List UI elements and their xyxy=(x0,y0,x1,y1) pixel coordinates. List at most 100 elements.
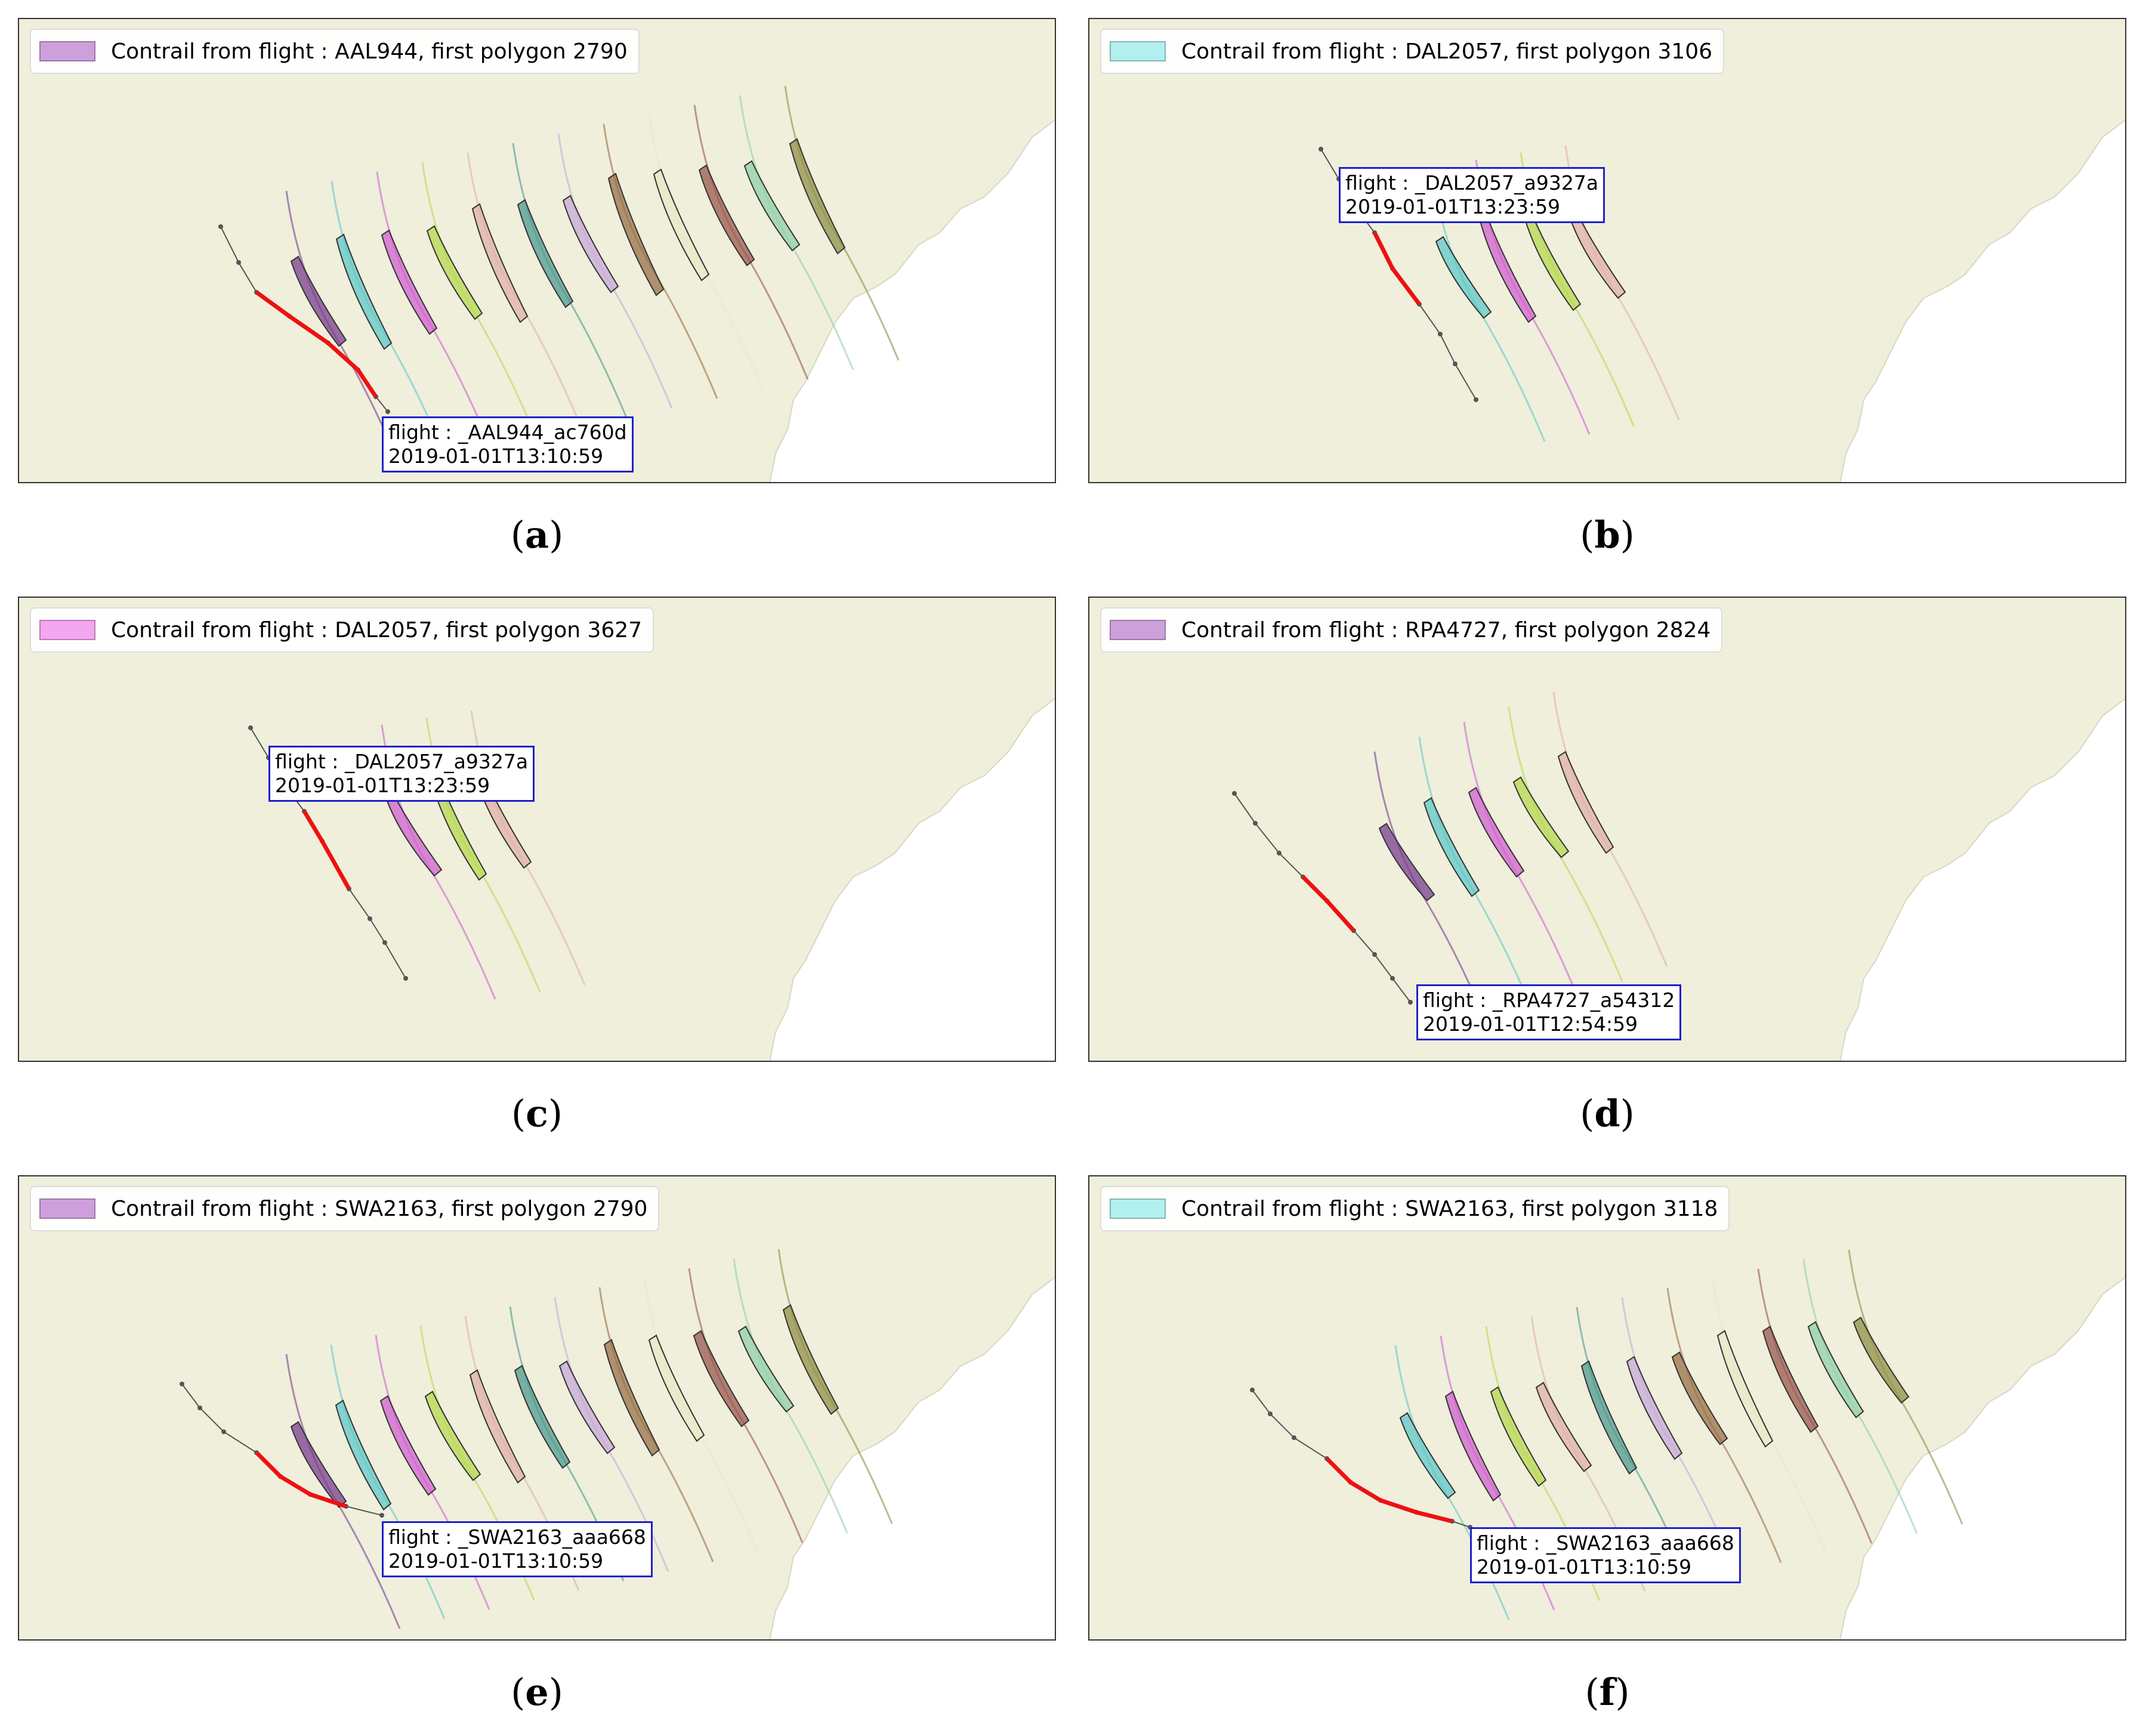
contrail-polygon xyxy=(743,160,801,252)
contrail-polygon xyxy=(653,168,710,282)
legend-label: Contrail from flight : AAL944, first pol… xyxy=(111,39,628,64)
contrail-polygon xyxy=(1807,1321,1864,1419)
track-point xyxy=(1408,1000,1413,1005)
flight-timestamp: 2019-01-01T12:54:59 xyxy=(1423,1012,1638,1036)
contrail-polygon xyxy=(1423,797,1480,897)
legend-swatch xyxy=(1110,620,1166,640)
contrail-polygon xyxy=(558,1360,616,1454)
contrail-polygon xyxy=(385,793,443,877)
flight-id: flight : _DAL2057_a9327a xyxy=(1345,171,1599,194)
flight-id: flight : _SWA2163_aaa668 xyxy=(388,1525,646,1549)
flight-segment xyxy=(1301,875,1355,932)
panel-frame xyxy=(18,18,1056,483)
legend: Contrail from flight : DAL2057, first po… xyxy=(30,607,654,653)
track-point xyxy=(1268,1411,1273,1416)
flight-label: flight : _DAL2057_a9327a 2019-01-01T13:23… xyxy=(268,746,535,802)
legend-swatch xyxy=(1110,1198,1166,1219)
caption-letter: d xyxy=(1594,1092,1620,1135)
contrail-polygon xyxy=(1399,1412,1456,1499)
legend-swatch xyxy=(1110,41,1166,61)
panel-frame xyxy=(1088,18,2126,483)
track-point xyxy=(403,976,408,981)
legend: Contrail from flight : RPA4727, first po… xyxy=(1100,607,1723,653)
contrail-polygon xyxy=(607,172,665,296)
legend: Contrail from flight : SWA2163, first po… xyxy=(30,1186,660,1231)
contrail-polygon xyxy=(424,1391,481,1481)
map-panel-b: Contrail from flight : DAL2057, first po… xyxy=(1088,18,2126,483)
legend-swatch xyxy=(39,1198,95,1219)
flight-label: flight : _SWA2163_aaa668 2019-01-01T13:10… xyxy=(382,1521,653,1577)
contrail-polygon xyxy=(1626,1355,1683,1460)
map-canvas xyxy=(1088,1175,2126,1641)
caption-letter: f xyxy=(1599,1670,1616,1714)
legend-swatch xyxy=(39,41,95,61)
panel-caption: (b) xyxy=(1580,513,1635,557)
flight-segment xyxy=(255,291,378,398)
legend: Contrail from flight : DAL2057, first po… xyxy=(1100,29,1725,74)
track-point xyxy=(1250,1388,1255,1392)
panel-frame xyxy=(18,597,1056,1062)
legend-label: Contrail from flight : DAL2057, first po… xyxy=(111,617,643,642)
track-point xyxy=(368,916,372,921)
flight-id: flight : _AAL944_ac760d xyxy=(388,421,627,444)
panel-frame xyxy=(18,1175,1056,1641)
contrail-polygon xyxy=(381,229,438,335)
legend-label: Contrail from flight : DAL2057, first po… xyxy=(1181,39,1713,64)
contrail-polygon xyxy=(648,1334,705,1442)
contrail-polygon xyxy=(789,138,846,255)
track-point xyxy=(248,725,253,730)
track-point xyxy=(1474,397,1478,402)
flight-segment xyxy=(255,1451,347,1509)
flight-segment xyxy=(302,810,351,890)
contrail-polygon xyxy=(1580,1360,1638,1475)
contrail-polygon xyxy=(1535,1382,1592,1472)
contrail-polygon xyxy=(1557,750,1614,854)
land-mass xyxy=(18,597,1056,1062)
track-point xyxy=(180,1382,184,1386)
track-point xyxy=(1372,952,1377,957)
legend-swatch xyxy=(39,620,95,640)
contrail-polygon xyxy=(335,233,393,350)
flight-timestamp: 2019-01-01T13:10:59 xyxy=(1477,1555,1692,1579)
legend-label: Contrail from flight : SWA2163, first po… xyxy=(1181,1196,1718,1221)
panel-caption: (f) xyxy=(1585,1670,1630,1714)
contrail-polygon xyxy=(1378,823,1435,901)
contrail-polygon xyxy=(782,1304,839,1415)
map-panel-a: Contrail from flight : AAL944, first pol… xyxy=(18,18,1056,483)
panel-frame xyxy=(1088,1175,2126,1641)
track-point xyxy=(1277,851,1282,855)
flight-id: flight : _DAL2057_a9327a xyxy=(275,750,529,773)
flight-segment xyxy=(1325,1457,1453,1524)
track-point xyxy=(385,409,390,414)
map-canvas xyxy=(1088,18,2126,483)
track-point xyxy=(1292,1435,1296,1440)
contrail-polygon xyxy=(1512,776,1570,858)
legend-label: Contrail from flight : SWA2163, first po… xyxy=(111,1196,648,1221)
contrail-polygon xyxy=(1762,1325,1819,1434)
track-point xyxy=(379,1513,384,1518)
map-panel-e: Contrail from flight : SWA2163, first po… xyxy=(18,1175,1056,1641)
map-canvas xyxy=(18,597,1056,1062)
track-point xyxy=(1438,332,1443,336)
caption-letter: b xyxy=(1594,513,1620,557)
caption-letter: a xyxy=(524,513,549,557)
track-point xyxy=(221,1429,226,1434)
contrail-polygon xyxy=(426,225,483,320)
contrail-polygon xyxy=(290,1421,347,1508)
track-point xyxy=(197,1406,202,1410)
contrail-polygon xyxy=(603,1339,660,1457)
contrail-polygon xyxy=(1716,1330,1774,1448)
contrail-polygon xyxy=(335,1400,392,1510)
contrail-polygon xyxy=(379,1395,437,1496)
flight-timestamp: 2019-01-01T13:23:59 xyxy=(275,774,490,797)
contrail-polygon xyxy=(517,199,574,308)
contrail-polygon xyxy=(698,164,755,267)
contrail-polygon xyxy=(562,194,619,294)
land-mass xyxy=(1088,597,2126,1062)
track-point xyxy=(236,260,241,265)
contrail-polygon xyxy=(514,1364,571,1469)
contrail-polygon xyxy=(1671,1351,1728,1445)
contrail-polygon xyxy=(1468,786,1525,878)
map-panel-d: Contrail from flight : RPA4727, first po… xyxy=(1088,597,2126,1062)
contrail-polygon xyxy=(1435,236,1492,319)
